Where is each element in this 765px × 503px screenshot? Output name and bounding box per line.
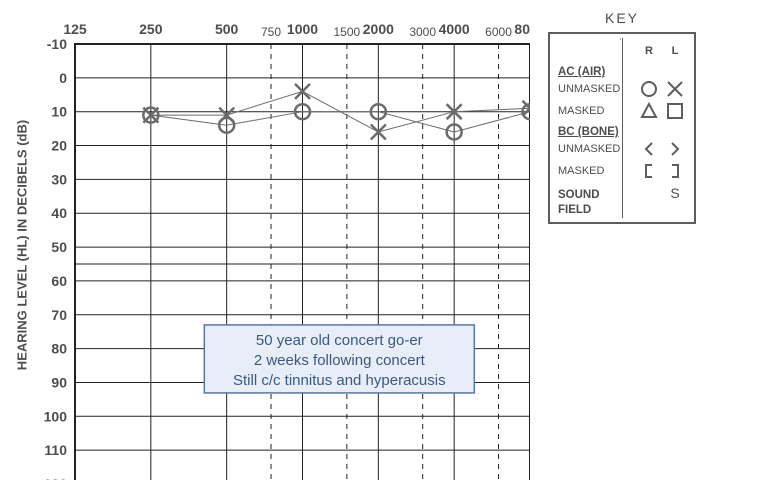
svg-text:40: 40 (51, 205, 67, 221)
svg-text:50 year old concert go-er: 50 year old concert go-er (256, 332, 423, 349)
key-ac-unmasked-left-icon (662, 79, 688, 99)
svg-text:50: 50 (51, 239, 67, 255)
key-masked-label: MASKED (558, 105, 636, 117)
key-bc-unmasked-label: UNMASKED (558, 143, 636, 155)
svg-text:2 weeks following concert: 2 weeks following concert (254, 352, 426, 369)
svg-text:Still c/c tinnitus and hyperac: Still c/c tinnitus and hyperacusis (233, 372, 446, 389)
key-soundfield-symbol: S (662, 185, 688, 201)
svg-text:90: 90 (51, 374, 67, 390)
key-unmasked-label: UNMASKED (558, 83, 636, 95)
svg-text:750: 750 (261, 25, 281, 39)
svg-text:0: 0 (59, 70, 67, 86)
svg-text:125: 125 (63, 21, 87, 37)
key-col-right: R (636, 45, 662, 57)
svg-text:3000: 3000 (409, 25, 436, 39)
key-bc-masked-left-icon (662, 163, 688, 179)
svg-text:4000: 4000 (439, 21, 470, 37)
key-title: KEY (548, 10, 696, 26)
key-ac-masked-left-icon (662, 101, 688, 121)
key-sound-heading: SOUND (558, 189, 636, 201)
key-bc-unmasked-left-icon (662, 141, 688, 157)
svg-text:110: 110 (44, 442, 67, 458)
svg-text:120: 120 (44, 476, 68, 480)
key-col-left: L (662, 45, 688, 57)
svg-text:30: 30 (51, 171, 67, 187)
svg-text:60: 60 (51, 273, 67, 289)
svg-text:1000: 1000 (287, 21, 318, 37)
svg-text:10: 10 (51, 104, 67, 120)
svg-text:1500: 1500 (334, 25, 361, 39)
svg-text:500: 500 (215, 21, 239, 37)
key-bc-masked-label: MASKED (558, 165, 636, 177)
svg-text:-10: -10 (47, 36, 67, 52)
key-ac-masked-right-icon (636, 101, 662, 121)
key-bc-heading: BC (BONE) (558, 126, 688, 138)
y-axis-label: HEARING LEVEL (HL) IN DECIBELS (dB) (15, 120, 30, 370)
svg-text:20: 20 (51, 138, 67, 154)
svg-text:6000: 6000 (485, 25, 512, 39)
key-ac-unmasked-right-icon (636, 79, 662, 99)
key-box: R L AC (AIR) UNMASKED MASKED (548, 32, 696, 224)
svg-text:2000: 2000 (363, 21, 394, 37)
svg-text:250: 250 (139, 21, 163, 37)
key-divider (622, 38, 623, 218)
svg-text:8000: 8000 (514, 21, 530, 37)
audiogram-svg: -10 0 10 20 30 40 50 60 70 80 90 100 110 120 125 250 500… (10, 10, 530, 480)
key-panel: KEY R L AC (AIR) UNMASKED MASKED (548, 10, 696, 224)
svg-text:80: 80 (51, 341, 67, 357)
key-ac-heading: AC (AIR) (558, 66, 688, 78)
svg-text:70: 70 (51, 307, 67, 323)
svg-text:100: 100 (44, 408, 68, 424)
key-field-heading: FIELD (558, 204, 636, 216)
key-bc-masked-right-icon (636, 163, 662, 179)
audiogram-chart: HEARING LEVEL (HL) IN DECIBELS (dB) -10 0… (10, 10, 530, 480)
key-bc-unmasked-right-icon (636, 141, 662, 157)
